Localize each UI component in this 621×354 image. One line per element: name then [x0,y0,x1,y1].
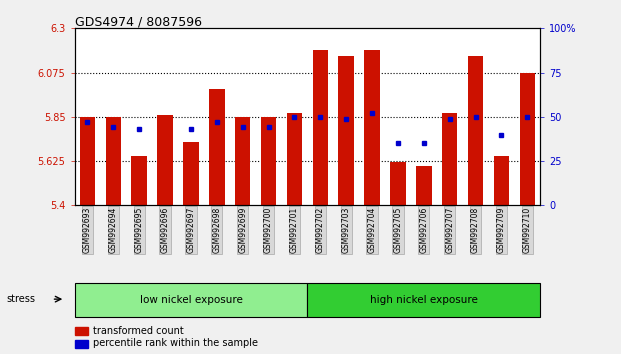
Bar [79,117,95,205]
Bar [468,56,483,205]
Bar [261,117,276,205]
Text: transformed count: transformed count [93,326,184,336]
Text: low nickel exposure: low nickel exposure [140,295,242,305]
Text: GDS4974 / 8087596: GDS4974 / 8087596 [75,16,202,29]
Bar [183,142,199,205]
Bar [157,115,173,205]
Text: high nickel exposure: high nickel exposure [370,295,478,305]
Bar [338,56,354,205]
Bar [106,117,121,205]
Bar [132,156,147,205]
Bar [209,89,225,205]
Text: percentile rank within the sample: percentile rank within the sample [93,338,258,348]
Bar [442,113,458,205]
Bar [312,50,328,205]
Bar [287,113,302,205]
Bar [520,73,535,205]
Bar [390,162,406,205]
Bar [365,50,380,205]
Bar [416,166,432,205]
Bar [235,117,250,205]
Bar [494,156,509,205]
Text: stress: stress [6,294,35,304]
